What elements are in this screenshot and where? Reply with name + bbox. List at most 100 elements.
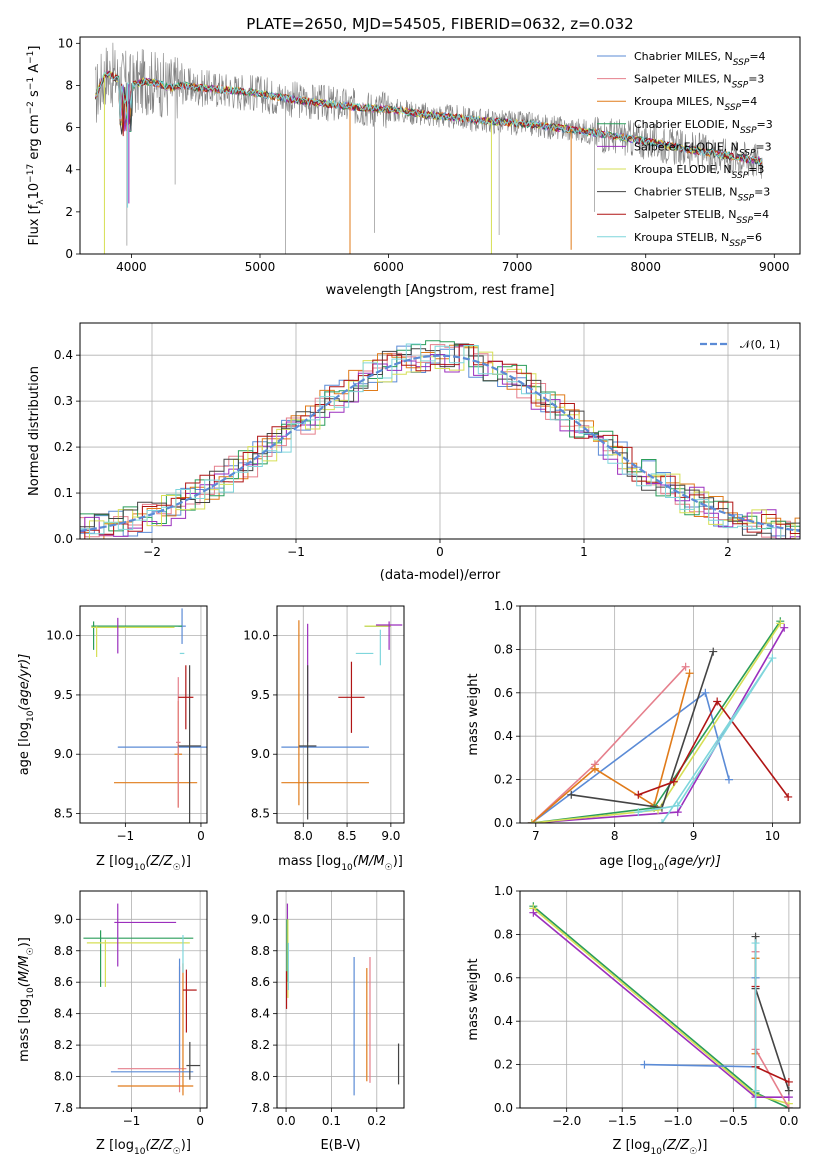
plus-marker-s_stelib — [784, 1077, 793, 1086]
plus-marker-c_stelib — [784, 1086, 793, 1095]
age-vs-mass-panel: 8.0 8.5 9.0 8.5 9.0 9.5 10.0 mass [log10(M/M☉)] — [243, 605, 405, 873]
axes-frame — [276, 890, 405, 1109]
legend-entry-part: Salpeter MILES, N — [634, 73, 732, 86]
series-line-c_stelib — [754, 936, 790, 1091]
legend-entry-part: Salpeter ELODIE, N — [634, 140, 739, 153]
y-tick-label: 0.4 — [494, 1014, 513, 1028]
age-vs-Z-panel: −1 08.59.09.510.0Z [log10(Z/Z☉)]age [log1… — [17, 605, 208, 873]
legend-entry-part: SSP — [738, 194, 755, 204]
y-tick-label: 8.6 — [54, 975, 73, 989]
legend-entry-part: Kroupa ELODIE, N — [634, 163, 732, 176]
y-tick-label: 1.0 — [494, 884, 513, 898]
legend-entry-part: Chabrier ELODIE, N — [634, 118, 740, 131]
x-axis-label: E(B-V) — [320, 1138, 360, 1153]
y-axis-label-part: ] — [27, 46, 42, 51]
plus-marker-k_miles — [590, 764, 599, 773]
x-axis-label-part: )] — [181, 1138, 191, 1153]
legend-entry: 𝒩(0, 1) — [740, 338, 780, 351]
plus-marker-k_stelib — [751, 1104, 760, 1108]
legend-entry-part: SSP — [732, 171, 749, 181]
x-axis-label: (data-model)/error — [380, 568, 501, 583]
mass-vs-Z-panel: −1 07.88.08.28.48.68.89.0Z [log10(Z/Z☉)]m… — [17, 890, 208, 1157]
histogram-k_stelib — [80, 343, 800, 539]
legend-entry-part: Salpeter STELIB, N — [634, 208, 736, 221]
y-tick-label: 8.6 — [251, 975, 270, 989]
y-tick-label: 0.8 — [494, 927, 513, 941]
y-tick-label: 0.6 — [494, 686, 513, 700]
plus-marker-s_elodie — [529, 908, 538, 917]
legend-entry-part: =4 — [741, 95, 757, 108]
x-tick-label: 10 — [765, 829, 780, 843]
y-axis-label-part: (age/yr)] — [17, 654, 32, 711]
y-tick-label: 8.0 — [54, 1070, 73, 1084]
legend-entry-part: Chabrier MILES, N — [634, 50, 733, 63]
y-tick-label: 10.0 — [46, 629, 73, 643]
x-tick-label: 9000 — [759, 260, 790, 274]
y-tick-label: 6 — [65, 121, 73, 135]
spectrum-panel: 4000 5000 6000 7000 8000 9000 0 2 4 6 8 10 PLATE=265… — [26, 15, 801, 298]
x-axis-label-part: 10 — [134, 863, 146, 873]
y-axis-label-part: −1 — [26, 51, 36, 64]
x-axis-label: age [log10(age/yr)] — [599, 854, 721, 873]
y-tick-label: 0.4 — [54, 348, 73, 362]
axes-frame — [79, 605, 208, 824]
x-axis-label-part: 10 — [134, 1147, 146, 1157]
y-tick-label: 10.0 — [243, 629, 270, 643]
age-vs-mass-plot-area — [281, 620, 403, 820]
series-line-c_miles — [644, 977, 757, 1068]
x-tick-label: 0.2 — [367, 1114, 386, 1128]
x-tick-label: 8 — [611, 829, 619, 843]
observed-spectrum — [95, 42, 763, 254]
y-tick-label: 1.0 — [494, 599, 513, 613]
legend-entry-part: SSP — [732, 81, 749, 91]
plus-marker-c_miles — [640, 1060, 649, 1069]
x-axis-label-part: )] — [181, 854, 191, 869]
plus-marker-s_stelib — [784, 792, 793, 801]
x-tick-label: −2.0 — [552, 1114, 581, 1128]
plus-marker-s_stelib — [669, 777, 678, 786]
series-line-k_miles — [531, 673, 691, 823]
y-tick-label: 8.8 — [251, 944, 270, 958]
legend-entry-part: Chabrier STELIB, N — [634, 186, 738, 199]
x-tick-label: −1 — [117, 829, 135, 843]
x-axis-label-part: mass [log — [278, 854, 341, 869]
legend-entry: Chabrier MILES, NSSP=4 — [634, 50, 766, 68]
y-tick-label: 0.2 — [494, 1058, 513, 1072]
legend-entry-part: =3 — [754, 186, 770, 199]
x-axis-label-part: (M/M — [353, 854, 385, 869]
series-line-s_stelib — [754, 986, 790, 1083]
plus-marker-s_miles — [681, 662, 690, 671]
y-tick-label: 4 — [65, 163, 73, 177]
x-axis-label: Z [log10(Z/Z☉)] — [613, 1138, 708, 1157]
plus-marker-k_stelib — [657, 819, 666, 823]
plus-marker-s_stelib — [713, 697, 722, 706]
model-spectrum-s_elodie — [94, 70, 763, 165]
legend-entry-part: SSP — [733, 58, 750, 68]
x-axis-label-part: (Z/Z — [145, 1138, 173, 1153]
histogram-s_elodie — [80, 345, 800, 539]
x-tick-label: −1.5 — [608, 1114, 637, 1128]
plus-marker-k_elodie — [527, 819, 536, 823]
x-axis-label-part: age [log — [599, 854, 652, 869]
plus-marker-s_elodie — [780, 623, 789, 632]
y-tick-label: 0.1 — [54, 486, 73, 500]
series-line-c_elodie — [532, 905, 790, 1108]
x-axis-label-part: ☉ — [689, 1147, 697, 1157]
mass-vs-ebv-plot-area — [285, 903, 400, 1096]
legend-entry: Salpeter STELIB, NSSP=4 — [634, 208, 769, 226]
x-axis-label-part: )] — [393, 854, 403, 869]
y-tick-label: 8.0 — [251, 1070, 270, 1084]
y-tick-label: 0.0 — [494, 1101, 513, 1115]
spectrum-plot-area — [94, 42, 763, 254]
y-tick-label: 7.8 — [251, 1101, 270, 1115]
residuals-plot-area — [80, 340, 800, 539]
y-tick-label: 0.2 — [54, 440, 73, 454]
chart-title: PLATE=2650, MJD=54505, FIBERID=0632, z=0… — [246, 15, 633, 33]
legend-entry-part: =3 — [757, 118, 773, 131]
y-tick-label: 9.0 — [54, 747, 73, 761]
x-tick-label: 8.5 — [338, 829, 357, 843]
x-tick-label: 4000 — [116, 260, 147, 274]
x-tick-label: 0.0 — [779, 1114, 798, 1128]
y-tick-label: 0.2 — [494, 773, 513, 787]
y-tick-label: 0.0 — [54, 532, 73, 546]
